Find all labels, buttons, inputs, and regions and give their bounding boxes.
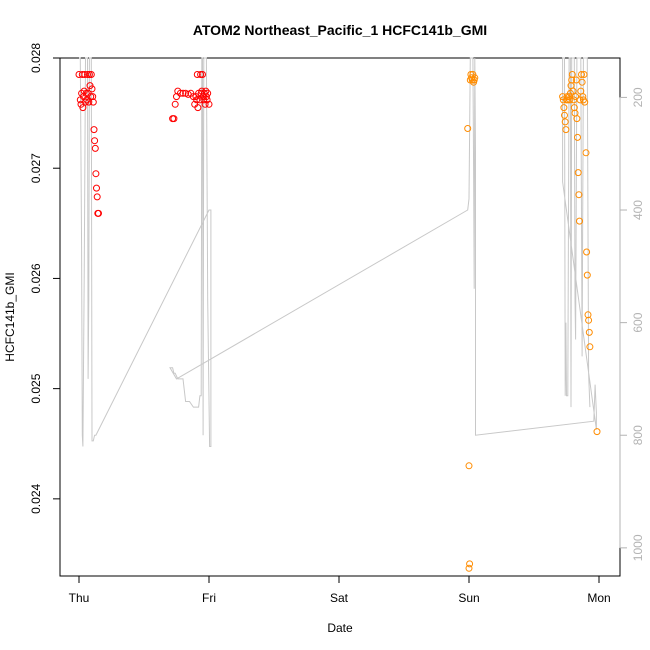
series-2-point [585, 328, 593, 336]
series-1-point [199, 71, 206, 78]
series-1-point [205, 100, 213, 108]
series-1-point [193, 96, 201, 104]
series-1-point [89, 98, 97, 106]
series-1-point [85, 71, 93, 78]
series-1-point [95, 209, 102, 217]
series-1-point [84, 71, 91, 78]
series-1-point [92, 170, 100, 178]
series-2-point [560, 104, 568, 112]
x-tick-label: Sat [330, 591, 349, 605]
x-tick-label: Thu [69, 591, 90, 605]
series-1-point [204, 89, 212, 97]
y2-tick-label: 400 [631, 200, 645, 220]
series-2-point [593, 428, 601, 436]
y2-tick-label: 1000 [631, 534, 645, 561]
series-2-point [583, 271, 591, 279]
y-tick-label: 0.026 [29, 263, 43, 293]
series-2-point [578, 71, 585, 78]
series-1-point [170, 115, 178, 123]
series-2-point [583, 248, 591, 256]
series-1-point [171, 100, 179, 108]
series-1-point [201, 100, 209, 108]
x-tick-label: Fri [202, 591, 216, 605]
series-2-point [572, 93, 580, 101]
series-2-point [574, 169, 582, 177]
series-1-point [88, 85, 96, 93]
series-2-point [568, 71, 576, 78]
y-tick-label: 0.025 [29, 373, 43, 403]
series-1-point [179, 89, 187, 97]
x-axis-label: Date [327, 621, 353, 635]
y-axis-label: HCFC141b_GMI [3, 272, 17, 361]
pressure-line-layer [79, 57, 597, 447]
series-1-point [91, 144, 99, 152]
y-tick-label: 0.024 [29, 484, 43, 514]
series-2-point [586, 343, 594, 351]
series-2-point [465, 564, 473, 572]
series-1-point [194, 104, 202, 112]
y2-axis: 200 400 600 800 1000 [619, 87, 645, 561]
y-axis: 0.024 0.025 0.026 0.027 0.028 [29, 43, 61, 514]
series-2-point [464, 125, 472, 132]
series-2-point [561, 111, 568, 119]
series-1-point [87, 93, 95, 101]
series-1-point [202, 93, 210, 101]
series-1-point [93, 193, 101, 201]
series-2-point [465, 462, 473, 470]
series-2-point [471, 74, 479, 82]
series-1-point [79, 104, 87, 112]
series-2-point [562, 126, 570, 134]
series-2-point [580, 71, 588, 78]
series-2-point [582, 149, 590, 157]
plot-frame [59, 57, 621, 577]
series-1-point [80, 87, 88, 95]
series-1-point [91, 137, 99, 145]
series-1-point [197, 71, 205, 78]
series-2-point [581, 98, 589, 106]
x-tick-label: Sun [458, 591, 479, 605]
pressure-line [79, 57, 597, 447]
series-2-point [585, 316, 593, 324]
series-1-point [176, 89, 184, 97]
series-2-point [561, 118, 569, 126]
series-1-point [90, 126, 98, 134]
points-layer [75, 71, 601, 572]
x-axis: Thu Fri Sat Sun Mon [69, 575, 611, 605]
y2-tick-label: 800 [631, 425, 645, 445]
series-2-point [576, 217, 583, 225]
series-1-point [82, 89, 90, 97]
series-1-point [203, 96, 211, 104]
y2-tick-label: 200 [631, 87, 645, 107]
x-tick-label: Mon [587, 591, 610, 605]
series-2-point [574, 133, 581, 141]
y2-tick-label: 600 [631, 312, 645, 332]
series-2-point [566, 96, 574, 104]
series-2-point [466, 560, 474, 568]
series-1-point [87, 71, 95, 78]
series-2-point [573, 115, 581, 123]
series-2-point [569, 87, 577, 95]
series-2-point [572, 76, 580, 84]
series-1-point [93, 184, 100, 192]
series-2-point [575, 191, 583, 199]
series-1-point [193, 71, 201, 78]
chart-title: ATOM2 Northeast_Pacific_1 HCFC141b_GMI [193, 22, 487, 38]
y-tick-label: 0.028 [29, 43, 43, 73]
y-tick-label: 0.027 [29, 153, 43, 183]
series-1-point [78, 71, 86, 78]
series-2-point [578, 78, 586, 86]
